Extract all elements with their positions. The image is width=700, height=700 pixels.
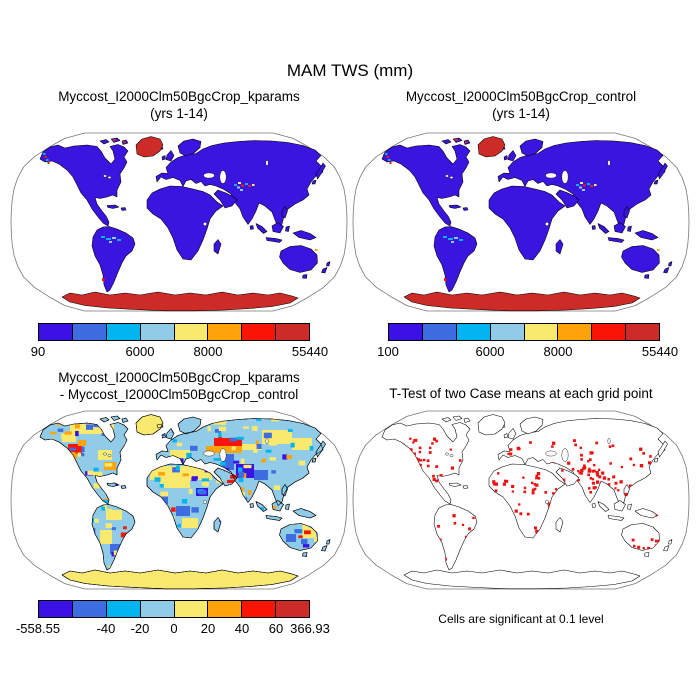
colorbar-tick-label: 8000 — [543, 344, 573, 359]
map-kparams — [10, 132, 348, 312]
colorbar-segment — [208, 324, 243, 340]
colorbar-segment — [140, 324, 175, 340]
panel-title-control-line1: Myccost_I2000Clm50BgcCrop_control — [405, 89, 637, 104]
panel-title-kparams: Myccost_I2000Clm50BgcCrop_kparams (yrs 1… — [10, 88, 348, 122]
colorbar-segment — [592, 324, 627, 340]
colorbar-segment — [276, 601, 309, 617]
colorbar-tick-label: -20 — [130, 621, 150, 636]
colorbar-control — [388, 323, 660, 341]
colorbar-segment — [389, 324, 423, 340]
colorbar-tick-label: 40 — [234, 621, 250, 636]
panel-title-ttest: T-Test of two Case means at each grid po… — [389, 386, 653, 401]
colorbar-segment — [456, 324, 491, 340]
colorbar-tick-label: 8000 — [193, 344, 223, 359]
colorbar-tick-label: 90 — [30, 344, 46, 359]
figure-title: MAM TWS (mm) — [286, 61, 414, 80]
colorbar-tick-label: 6000 — [475, 344, 505, 359]
colorbar-segment — [242, 324, 277, 340]
colorbar-segment — [276, 324, 309, 340]
panel-title-kparams-line2: (yrs 1-14) — [150, 106, 208, 121]
colorbar-difference-labels: -558.55 -40 -20 0 20 40 60 366.93 — [16, 621, 330, 637]
colorbar-tick-label: 60 — [268, 621, 284, 636]
ttest-caption: Cells are significant at 0.1 level — [438, 612, 604, 626]
colorbar-difference — [38, 600, 310, 618]
panel-title-difference: Myccost_I2000Clm50BgcCrop_kparams - Mycc… — [10, 369, 348, 403]
panel-title-kparams-line1: Myccost_I2000Clm50BgcCrop_kparams — [58, 89, 300, 104]
colorbar-segment — [140, 601, 175, 617]
colorbar-tick-label: 366.93 — [290, 621, 330, 636]
colorbar-segment — [524, 324, 559, 340]
panel-title-control: Myccost_I2000Clm50BgcCrop_control (yrs 1… — [352, 88, 690, 122]
panel-title-difference-line2: - Myccost_I2000Clm50BgcCrop_control — [59, 387, 299, 402]
panel-title-control-line2: (yrs 1-14) — [492, 106, 550, 121]
colorbar-control-labels: 100 6000 8000 55440 — [377, 344, 678, 360]
colorbar-tick-label: 55440 — [291, 344, 329, 359]
colorbar-tick-label: 100 — [377, 344, 399, 359]
colorbar-segment — [72, 601, 107, 617]
colorbar-segment — [106, 324, 141, 340]
colorbar-kparams-labels: 90 6000 8000 55440 — [31, 344, 328, 360]
colorbar-segment — [422, 324, 457, 340]
colorbar-kparams — [38, 323, 310, 341]
panel-title-difference-line1: Myccost_I2000Clm50BgcCrop_kparams — [58, 370, 300, 385]
colorbar-tick-label: 0 — [170, 621, 178, 636]
colorbar-segment — [39, 601, 73, 617]
colorbar-segment — [39, 324, 73, 340]
colorbar-tick-label: 6000 — [125, 344, 155, 359]
colorbar-segment — [490, 324, 525, 340]
map-difference — [10, 410, 348, 590]
colorbar-segment — [242, 601, 277, 617]
map-control — [352, 132, 690, 312]
colorbar-segment — [72, 324, 107, 340]
colorbar-segment — [626, 324, 659, 340]
colorbar-segment — [174, 601, 209, 617]
colorbar-segment — [174, 324, 209, 340]
colorbar-segment — [106, 601, 141, 617]
colorbar-tick-label: 55440 — [641, 344, 679, 359]
colorbar-tick-label: 20 — [200, 621, 216, 636]
colorbar-segment — [208, 601, 243, 617]
map-ttest — [352, 410, 690, 590]
colorbar-segment — [558, 324, 593, 340]
colorbar-tick-label: -558.55 — [15, 621, 61, 636]
colorbar-tick-label: -40 — [96, 621, 116, 636]
